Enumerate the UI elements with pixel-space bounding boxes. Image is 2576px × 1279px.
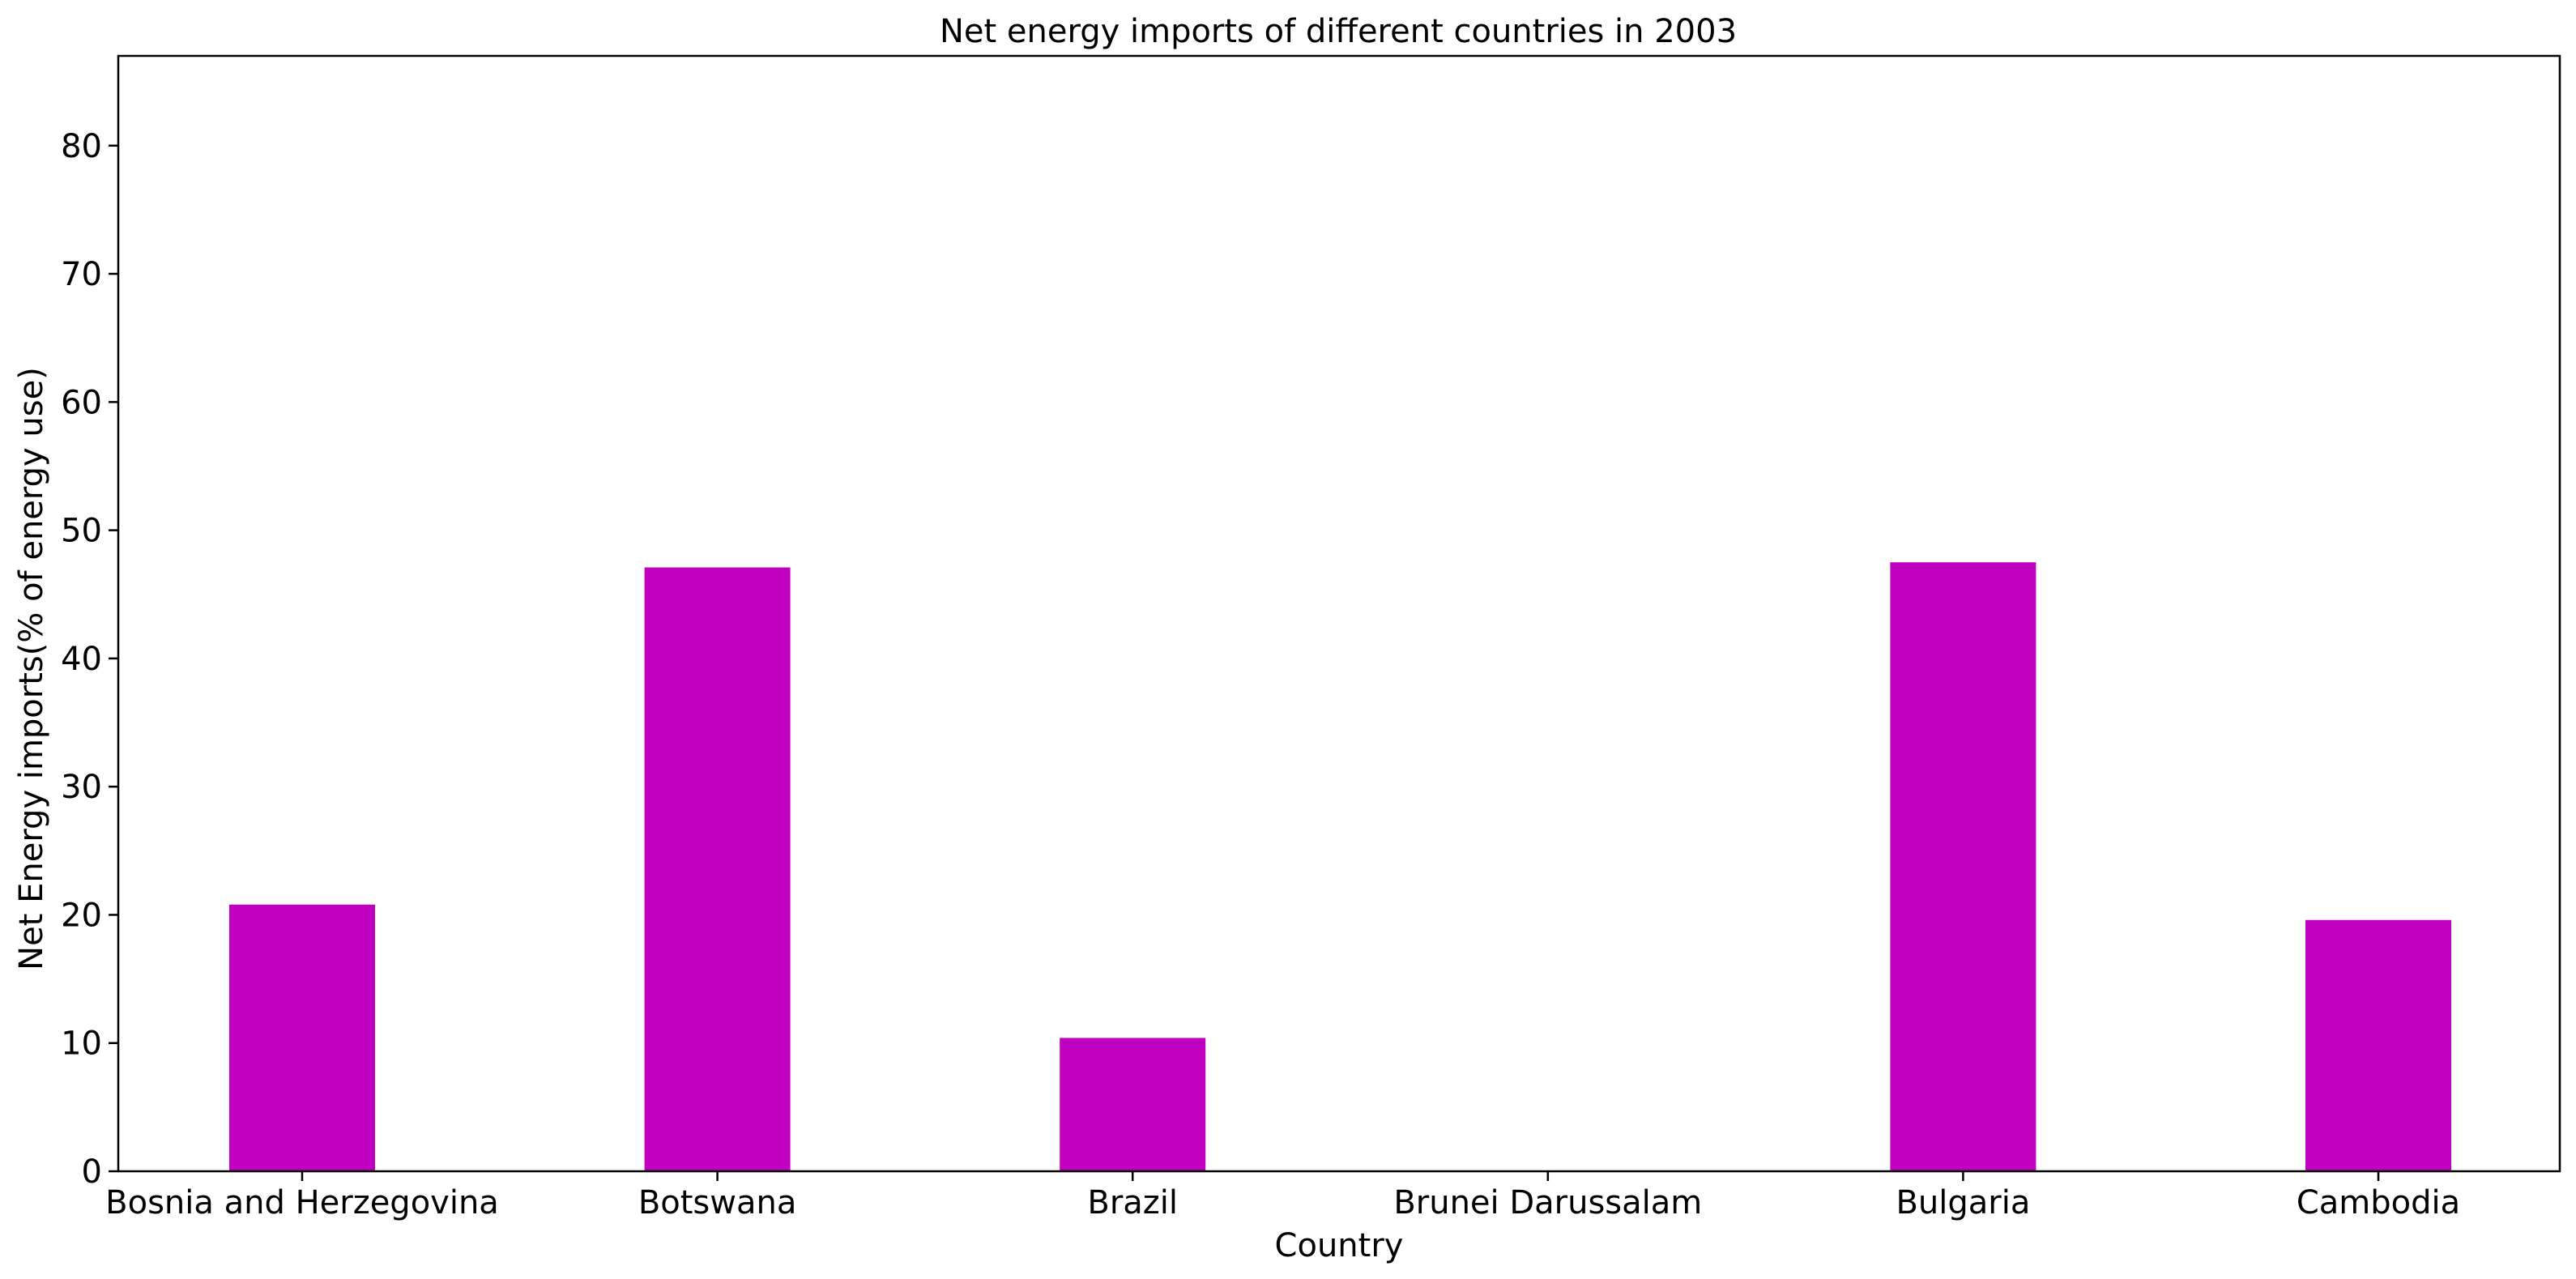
bar — [1060, 1038, 1206, 1171]
y-tick-label: 30 — [61, 769, 102, 806]
y-axis-label: Net Energy imports(% of energy use) — [13, 367, 50, 970]
plot-frame — [117, 54, 2561, 1173]
x-tick-label: Botswana — [638, 1184, 797, 1221]
x-axis: Bosnia and Herzegovina Botswana Brazil Brun… — [105, 1171, 2460, 1221]
x-tick-label: Cambodia — [2297, 1184, 2460, 1221]
bar — [229, 904, 375, 1171]
x-tick-label: Brazil — [1087, 1184, 1178, 1221]
x-tick-label: Bulgaria — [1896, 1184, 2030, 1221]
x-axis-label: Country — [1275, 1227, 1404, 1264]
x-tick-label: Brunei Darussalam — [1393, 1184, 1702, 1221]
bar — [2305, 919, 2451, 1171]
bar — [644, 567, 791, 1171]
y-tick-label: 60 — [61, 384, 102, 421]
bar — [1890, 562, 2036, 1171]
y-tick-label: 80 — [61, 128, 102, 165]
y-tick-label: 10 — [61, 1025, 102, 1063]
x-tick-label: Bosnia and Herzegovina — [105, 1184, 499, 1221]
bars-layer — [229, 562, 2451, 1171]
y-axis: 0 10 20 30 40 50 60 70 80 — [61, 128, 118, 1191]
chart-title: Net energy imports of different countrie… — [940, 13, 1737, 50]
y-tick-label: 20 — [61, 897, 102, 934]
y-tick-label: 50 — [61, 513, 102, 550]
y-tick-label: 0 — [82, 1153, 102, 1191]
y-tick-label: 70 — [61, 256, 102, 293]
y-tick-label: 40 — [61, 641, 102, 678]
